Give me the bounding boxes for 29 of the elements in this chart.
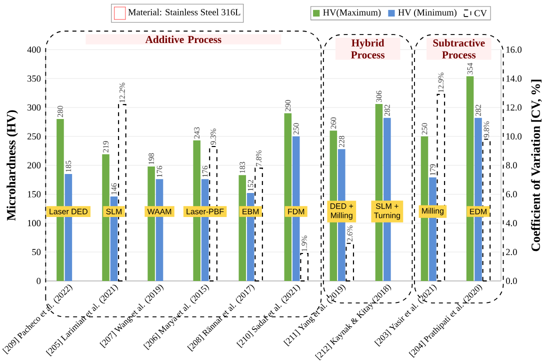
y2-tick-label: 14.0 (506, 75, 522, 82)
y-tick-label: 50 (32, 248, 41, 256)
y-tick-label: 200 (28, 162, 41, 168)
text: Additive Process (145, 35, 222, 43)
y-tick-label: 350 (28, 75, 41, 82)
annotation: Subtractive Process (433, 38, 485, 58)
y2-tick-label: 12.0 (506, 104, 522, 110)
bar (300, 252, 308, 282)
y2-tick-label: 10.0 (506, 133, 522, 140)
legend-label: CV (474, 10, 487, 16)
y-axis-title: Microhardness (HV) (6, 110, 18, 221)
y2-tick-label: 0.0 (506, 278, 517, 284)
y2-tick-label: 6.0 (506, 190, 517, 198)
y-tick-label: 100 (28, 220, 41, 226)
text: Material: Stainless Steel 316L (128, 8, 240, 16)
y-tick-label: 150 (28, 190, 41, 198)
y-tick-label: 250 (28, 133, 41, 140)
y2-tick-label: 16.0 (506, 46, 522, 53)
y-tick-label: 0 (36, 278, 41, 284)
y-tick-label: 300 (28, 104, 41, 110)
y-tick-label: 400 (27, 46, 41, 53)
bar (346, 242, 354, 282)
y2-tick-label: 4.0 (506, 220, 517, 226)
y2-tick-label: 8.0 (506, 162, 517, 168)
y2-axis-title: Coefficient of Variation [CV, %] (530, 80, 542, 251)
y2-tick-label: 2.0 (506, 248, 517, 256)
legend-label: HV (Minimum) (398, 8, 456, 18)
annotation: Hybrid Process (351, 38, 385, 58)
legend-label: HV(Maximum) (323, 8, 381, 18)
